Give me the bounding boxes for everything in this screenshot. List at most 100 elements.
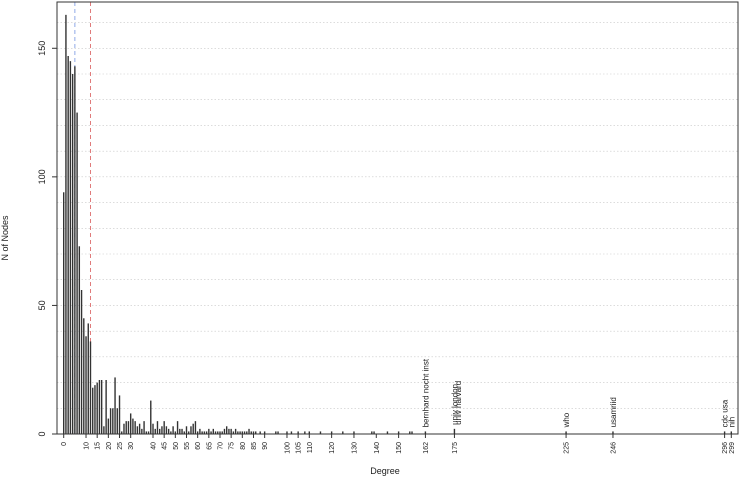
bar [118, 395, 121, 434]
bar [103, 426, 105, 434]
bar [154, 428, 156, 434]
bar [116, 408, 118, 434]
bar [67, 56, 69, 434]
bar [172, 426, 174, 434]
bar [353, 431, 355, 434]
bar [125, 421, 127, 434]
bar [98, 380, 101, 434]
x-tick-label: 40 [151, 442, 158, 450]
bar [174, 431, 177, 434]
bar [319, 431, 322, 434]
x-tick-label: 75 [229, 442, 236, 450]
bar [297, 431, 299, 434]
bar [85, 336, 87, 434]
bar [69, 61, 72, 435]
bar [163, 421, 165, 434]
bar [190, 426, 192, 434]
x-tick-label: 246 [610, 442, 617, 454]
x-tick-label: 30 [128, 442, 135, 450]
bar [179, 428, 181, 434]
bar [203, 431, 206, 434]
bar [62, 192, 65, 434]
bar [252, 431, 255, 434]
y-tick-label: 50 [37, 300, 47, 310]
x-tick-label: 225 [564, 442, 571, 454]
bar [100, 380, 103, 434]
bar [308, 431, 311, 434]
bar [183, 431, 185, 434]
x-tick-label: 105 [296, 442, 303, 454]
y-tick-label: 150 [37, 41, 47, 56]
bar [181, 428, 183, 434]
bar [121, 431, 123, 434]
x-tick-label: 175 [452, 442, 459, 454]
bar [129, 413, 132, 434]
x-tick-label: 85 [251, 442, 258, 450]
plot-frame [56, 1, 739, 435]
bar [263, 431, 266, 434]
bar [136, 426, 139, 434]
bar [80, 290, 83, 434]
bar [250, 431, 252, 434]
bar [185, 426, 188, 434]
bar [411, 431, 413, 434]
annotation-label: nih [727, 417, 736, 428]
gridlines [57, 22, 738, 409]
bar [114, 377, 116, 434]
bar [165, 426, 168, 434]
annotation-label: univ harvard [454, 381, 463, 425]
bar [371, 431, 373, 434]
x-tick-label: 162 [423, 442, 430, 454]
bar [83, 318, 85, 434]
x-axis-title: Degree [370, 466, 400, 476]
bar [161, 426, 163, 434]
x-tick-label: 100 [284, 442, 291, 454]
bar [386, 431, 389, 434]
bar [145, 431, 148, 434]
bar [78, 246, 81, 434]
bar [89, 341, 92, 434]
bar [71, 74, 74, 434]
x-tick-label: 120 [329, 442, 336, 454]
bar [232, 431, 235, 434]
bar [248, 428, 250, 434]
bar [210, 431, 212, 434]
x-tick-label: 90 [262, 442, 269, 450]
bar [612, 431, 614, 434]
bar [150, 400, 152, 434]
bar [221, 431, 223, 434]
y-axis-title: N of Nodes [0, 215, 10, 261]
bar [156, 421, 159, 434]
bar [123, 423, 125, 434]
bar [228, 428, 230, 434]
y-axis: 0 50 100 150 [37, 41, 57, 437]
bar [196, 431, 199, 434]
bar [259, 431, 261, 434]
bar [134, 421, 136, 434]
bar [152, 423, 154, 434]
bar [107, 418, 110, 434]
x-tick-label: 50 [173, 442, 180, 450]
x-tick-label: 130 [351, 442, 358, 454]
bar [147, 431, 150, 434]
bar [275, 431, 277, 434]
bars [62, 14, 733, 435]
bar [230, 428, 232, 434]
bar [96, 382, 98, 434]
bar [397, 431, 400, 434]
bar [286, 431, 288, 434]
x-tick-label: 60 [195, 442, 202, 450]
bar [170, 431, 172, 434]
x-tick-label: 0 [61, 442, 68, 446]
bar [277, 431, 279, 434]
x-tick-label: 55 [184, 442, 191, 450]
x-tick-label: 80 [240, 442, 247, 450]
bar [205, 431, 208, 434]
annotation-label: univ london [450, 384, 459, 425]
bar [92, 387, 94, 434]
y-tick-label: 0 [37, 431, 47, 436]
x-tick-label: 299 [729, 442, 736, 454]
bar [255, 431, 257, 434]
